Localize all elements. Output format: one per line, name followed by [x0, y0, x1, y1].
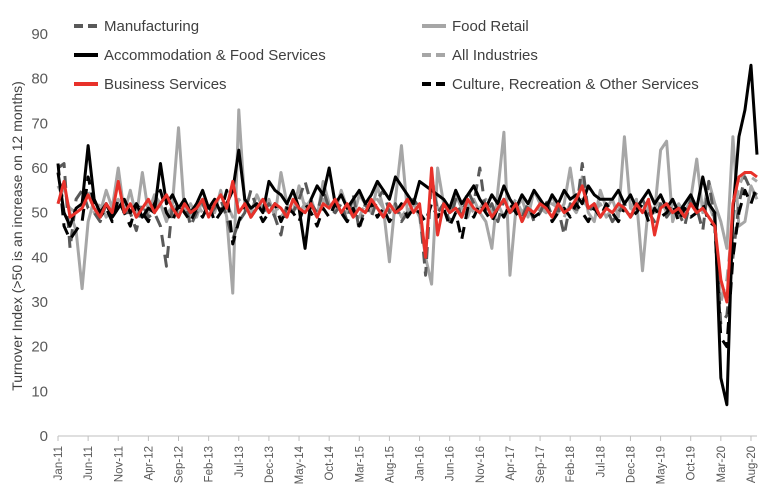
x-tick-label: Feb-13 — [204, 446, 216, 482]
y-tick-label: 0 — [40, 428, 48, 445]
x-tick-label: Oct-19 — [686, 446, 698, 481]
legend-label: Accommodation & Food Services — [104, 47, 326, 64]
x-tick-label: Nov-16 — [475, 446, 487, 483]
x-tick-label: Jul-18 — [595, 446, 607, 477]
x-tick-label: Apr-12 — [143, 446, 155, 481]
legend-label: Culture, Recreation & Other Services — [452, 76, 699, 93]
series-line-3 — [56, 170, 758, 304]
y-axis-title: Turnover Index (>50 is an increase on 12… — [9, 81, 25, 391]
x-tick-label: Feb-18 — [565, 446, 577, 482]
x-tick-label: Nov-11 — [113, 446, 125, 482]
legend-label: Manufacturing — [104, 18, 199, 35]
x-tick-label: Sep-17 — [535, 446, 547, 483]
legend-label: All Industries — [452, 47, 538, 64]
x-axis: Jan-11 Jun-11 Nov-11 Apr-12 Sep-12 Feb-13 Jul-… — [53, 435, 758, 484]
series-line-4 — [56, 166, 758, 304]
x-tick-label: Dec-18 — [625, 446, 637, 483]
x-tick-label: Apr-17 — [505, 446, 517, 481]
y-tick-label: 80 — [31, 71, 48, 88]
y-tick-label: 70 — [31, 115, 48, 132]
legend-label: Business Services — [104, 76, 227, 93]
x-tick-label: Jan-16 — [415, 446, 427, 481]
y-axis: 0 10 20 30 40 50 60 70 80 90 — [31, 26, 48, 445]
x-tick-label: Jun-11 — [83, 446, 95, 480]
x-tick-label: Sep-12 — [174, 446, 186, 483]
y-tick-label: 50 — [31, 205, 48, 222]
x-tick-label: Jan-11 — [53, 446, 65, 480]
chart-legend: Manufacturing Food Retail Accommodation & … — [74, 18, 699, 93]
x-tick-label: Aug-15 — [384, 446, 396, 483]
x-tick-label: Aug-20 — [746, 446, 758, 483]
legend-label: Food Retail — [452, 18, 529, 35]
series-lines — [56, 63, 759, 407]
x-tick-label: May-19 — [656, 446, 668, 484]
x-tick-label: Mar-15 — [354, 446, 366, 482]
x-tick-label: Dec-13 — [264, 446, 276, 483]
y-tick-label: 10 — [31, 383, 48, 400]
y-tick-label: 90 — [31, 26, 48, 43]
x-tick-label: Oct-14 — [324, 445, 336, 480]
x-tick-label: Jul-13 — [234, 446, 246, 477]
y-tick-label: 30 — [31, 294, 48, 311]
x-tick-label: Mar-20 — [716, 446, 728, 482]
series-line-5 — [56, 163, 759, 349]
x-tick-label: Jun-16 — [445, 446, 457, 481]
y-tick-label: 60 — [31, 160, 48, 177]
x-tick-label: May-14 — [294, 445, 306, 484]
y-tick-label: 40 — [31, 249, 48, 266]
y-tick-label: 20 — [31, 339, 48, 356]
series-line-2 — [56, 63, 759, 407]
